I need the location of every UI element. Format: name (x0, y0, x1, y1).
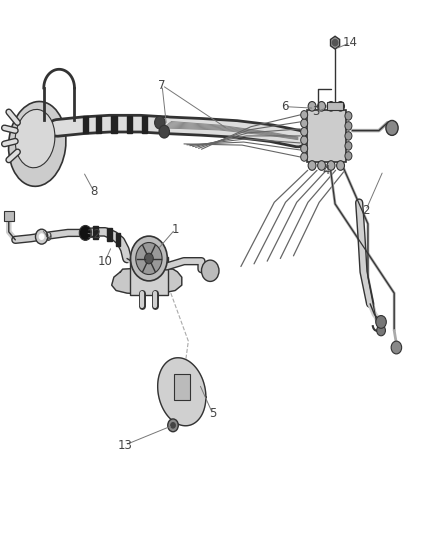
Circle shape (145, 253, 153, 264)
FancyBboxPatch shape (130, 257, 168, 295)
Text: 13: 13 (117, 439, 132, 451)
Text: 8: 8 (91, 185, 98, 198)
Circle shape (391, 341, 402, 354)
Polygon shape (112, 268, 182, 294)
Circle shape (159, 125, 170, 138)
Text: 10: 10 (98, 255, 113, 268)
Circle shape (327, 101, 335, 111)
Circle shape (332, 39, 338, 46)
Bar (116, 233, 120, 246)
Text: 9: 9 (44, 231, 52, 244)
Circle shape (345, 151, 352, 160)
Circle shape (345, 132, 352, 140)
Bar (174, 374, 190, 400)
Circle shape (35, 229, 48, 244)
Bar (327, 101, 343, 110)
Circle shape (345, 112, 352, 120)
Text: 12: 12 (87, 228, 102, 241)
Circle shape (336, 161, 344, 171)
Circle shape (300, 144, 308, 153)
Circle shape (345, 142, 352, 150)
Circle shape (39, 234, 44, 239)
Text: 2: 2 (362, 204, 370, 217)
Circle shape (300, 111, 308, 119)
Circle shape (155, 116, 165, 129)
Circle shape (327, 161, 335, 171)
Circle shape (300, 136, 308, 144)
Text: 14: 14 (343, 36, 358, 49)
Bar (142, 116, 147, 133)
Text: 4: 4 (322, 164, 330, 177)
Bar (93, 226, 98, 239)
Circle shape (131, 236, 167, 281)
Bar (4, 211, 14, 221)
Circle shape (318, 101, 325, 111)
Bar (83, 116, 88, 133)
Ellipse shape (8, 101, 66, 187)
Ellipse shape (15, 109, 55, 168)
Circle shape (336, 101, 344, 111)
Circle shape (300, 119, 308, 127)
Circle shape (308, 161, 316, 171)
Circle shape (386, 120, 398, 135)
Circle shape (136, 243, 162, 274)
Circle shape (300, 127, 308, 136)
Bar (127, 116, 132, 133)
Polygon shape (331, 36, 339, 49)
Text: 1: 1 (171, 223, 179, 236)
FancyBboxPatch shape (307, 110, 346, 162)
Circle shape (377, 325, 385, 336)
Circle shape (318, 161, 325, 171)
Bar (107, 228, 112, 241)
Circle shape (300, 152, 308, 161)
Text: 5: 5 (209, 407, 216, 419)
Text: 7: 7 (158, 79, 166, 92)
Polygon shape (158, 358, 206, 426)
Circle shape (376, 316, 386, 328)
Circle shape (308, 101, 316, 111)
Circle shape (171, 423, 175, 428)
Text: 6: 6 (281, 100, 289, 113)
Circle shape (345, 122, 352, 130)
Circle shape (168, 419, 178, 432)
Bar (96, 116, 101, 133)
Circle shape (201, 260, 219, 281)
Circle shape (79, 225, 92, 240)
Bar (111, 116, 117, 133)
Text: 3: 3 (312, 106, 319, 118)
